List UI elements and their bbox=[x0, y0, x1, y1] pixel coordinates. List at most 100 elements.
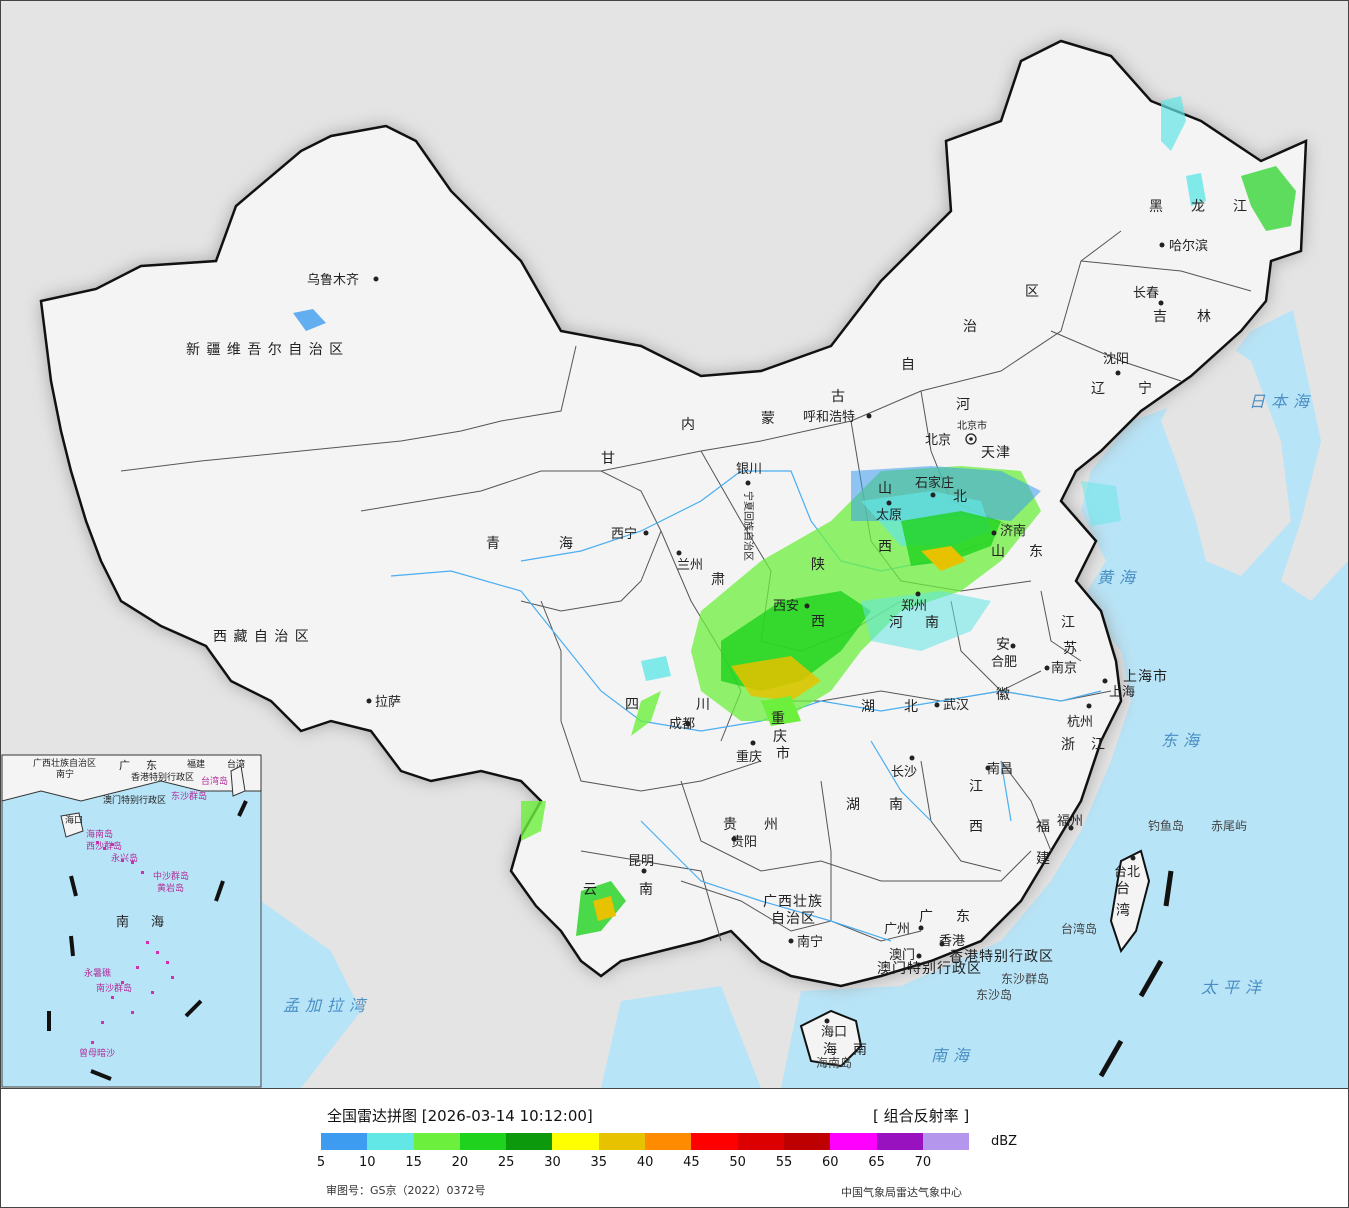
hainan-island bbox=[799, 1009, 863, 1068]
gulf-tonkin bbox=[601, 986, 761, 1088]
south-china-sea-inset bbox=[1, 754, 262, 1088]
label-an: 安 bbox=[996, 637, 1011, 653]
city-taiyuan: 太原 bbox=[876, 508, 902, 523]
color-scale-tick: 65 bbox=[868, 1155, 885, 1170]
inset-taiwan-island: 台湾岛 bbox=[201, 775, 228, 787]
sea-yellow: 黄海 bbox=[1097, 568, 1141, 587]
city-lhasa: 拉萨 bbox=[375, 695, 401, 710]
label-qing: 青 bbox=[486, 536, 501, 552]
inset-nan: 南 bbox=[116, 914, 129, 930]
city-guangzhou: 广州 bbox=[884, 922, 910, 937]
echo-xinjiang bbox=[293, 309, 326, 331]
legend-panel: 全国雷达拼图 [2026-03-14 10:12:00] [ 组合反射率 ] d… bbox=[1, 1088, 1348, 1207]
echo-henan-cyan bbox=[861, 591, 991, 651]
label-hei: 黑 bbox=[1149, 199, 1164, 215]
label-tai: 台 bbox=[1116, 881, 1131, 897]
japan-land bbox=[1281, 241, 1348, 601]
label-nei: 内 bbox=[681, 417, 696, 433]
color-swatch bbox=[552, 1133, 599, 1150]
city-jinan: 济南 bbox=[1000, 523, 1026, 539]
label-hai-hn: 海 bbox=[823, 1042, 838, 1058]
city-changchun: 长春 bbox=[1133, 286, 1159, 301]
label-shi-cq: 市 bbox=[776, 745, 791, 762]
map-approval-number: 审图号：GS京（2022）0372号 bbox=[326, 1184, 486, 1197]
label-tianjin: 天津 bbox=[981, 445, 1011, 461]
echo-shandong-yellow bbox=[921, 546, 966, 571]
label-zi: 自 bbox=[901, 357, 916, 373]
color-swatch bbox=[645, 1133, 692, 1150]
label-chuan: 川 bbox=[696, 697, 711, 713]
inset-labels: 广西壮族自治区 广 东 福建 台湾 南宁 香港特别行政区 澳门特别行政区 台湾岛… bbox=[33, 757, 245, 1059]
label-xinjiang: 新 疆 维 吾 尔 自 治 区 bbox=[186, 342, 344, 358]
city-xining: 西宁 bbox=[611, 526, 637, 542]
city-hohhot: 呼和浩特 bbox=[803, 410, 855, 425]
color-swatch bbox=[506, 1133, 553, 1150]
label-jiang-js: 江 bbox=[1061, 615, 1076, 631]
color-scale-tick: 45 bbox=[683, 1155, 700, 1170]
echo-yunnan-yellow bbox=[593, 896, 616, 921]
label-xizang: 西 藏 自 治 区 bbox=[213, 629, 310, 645]
label-nan-yn: 南 bbox=[639, 882, 654, 898]
inset-xisha: 西沙群岛 bbox=[86, 840, 122, 852]
city-guiyang: 贵阳 bbox=[731, 835, 757, 850]
label-dong-gd: 东 bbox=[956, 909, 971, 925]
label-hai-qh: 海 bbox=[559, 536, 574, 552]
city-shanghai: 上海 bbox=[1109, 685, 1135, 700]
color-swatch bbox=[321, 1133, 368, 1150]
color-swatch bbox=[876, 1133, 923, 1150]
color-scale-ticks: 5 10 15 20 25 30 35 40 45 50 55 60 65 70 bbox=[301, 1155, 1001, 1175]
radar-echoes bbox=[293, 96, 1296, 936]
taiwan-island bbox=[1109, 849, 1151, 954]
city-labels: 乌鲁木齐 拉萨 西宁 兰州 银川 呼和浩特 哈尔滨 长春 沈阳 北京 石家庄 太… bbox=[307, 238, 1208, 1040]
sea-south: 南海 bbox=[931, 1046, 975, 1065]
inset-taiwan: 台湾 bbox=[227, 758, 245, 770]
label-zhi: 治 bbox=[963, 319, 978, 335]
label-nan-hainan: 南 bbox=[853, 1042, 868, 1058]
label-ning-ln: 宁 bbox=[1138, 380, 1153, 397]
label-gu: 古 bbox=[831, 389, 846, 405]
label-hu-hb: 湖 bbox=[861, 699, 876, 715]
label-guang: 广 bbox=[919, 909, 934, 925]
china-landmass bbox=[39, 39, 1308, 988]
label-guangxi-1: 广西壮族 bbox=[763, 894, 823, 910]
color-scale-tick: 5 bbox=[316, 1155, 326, 1170]
city-zhengzhou: 郑州 bbox=[901, 599, 927, 614]
island-labels: 钓鱼岛 赤尾屿 台湾岛 东沙群岛 东沙岛 海南岛 bbox=[816, 818, 1247, 1070]
label-lin: 林 bbox=[1197, 309, 1212, 325]
color-swatch bbox=[737, 1133, 784, 1150]
label-jiang-zj: 江 bbox=[1091, 737, 1106, 753]
china-radar-map: 新 疆 维 吾 尔 自 治 区 西 藏 自 治 区 青 海 甘 肃 内 蒙 古 … bbox=[1, 1, 1348, 1088]
sea-japan: 日本海 bbox=[1249, 392, 1315, 411]
label-jiang-jx: 江 bbox=[969, 779, 984, 795]
inset-hai: 海 bbox=[151, 915, 164, 930]
city-nanchang: 南昌 bbox=[987, 761, 1013, 777]
bay-of-bengal bbox=[261, 901, 361, 1088]
city-nanjing: 南京 bbox=[1051, 660, 1077, 676]
echo-northeast-cyan bbox=[1161, 96, 1186, 151]
city-beijing: 北京 bbox=[925, 433, 951, 448]
color-scale-bar bbox=[321, 1133, 970, 1150]
label-qu: 区 bbox=[1025, 284, 1040, 300]
city-chongqing: 重庆 bbox=[736, 749, 762, 765]
label-liao: 辽 bbox=[1091, 381, 1106, 397]
color-scale-tick: 50 bbox=[729, 1155, 746, 1170]
inset-yongxing: 永兴岛 bbox=[111, 852, 138, 864]
label-meng: 蒙 bbox=[761, 411, 776, 427]
label-he-hb: 河 bbox=[956, 397, 971, 413]
label-guangxi-2: 自治区 bbox=[771, 911, 816, 927]
city-lanzhou: 兰州 bbox=[677, 558, 703, 573]
island-diaoyu: 钓鱼岛 bbox=[1148, 818, 1184, 833]
label-shaan: 陕 bbox=[811, 557, 826, 573]
nine-dash-line bbox=[1098, 870, 1174, 1078]
inset-guang: 广 bbox=[119, 759, 130, 772]
color-scale-tick: 70 bbox=[914, 1155, 932, 1170]
inset-zengmu: 曾母暗沙 bbox=[79, 1047, 115, 1059]
echo-sichuan-cyan bbox=[641, 656, 671, 681]
inset-nansha: 南沙群岛 bbox=[96, 982, 132, 994]
label-zhou: 州 bbox=[764, 817, 779, 833]
city-chengdu: 成都 bbox=[669, 717, 695, 732]
label-shan-sd: 山 bbox=[991, 544, 1006, 560]
data-credit: 中国气象局雷达气象中心 bbox=[841, 1186, 962, 1199]
label-long: 龙 bbox=[1191, 199, 1206, 215]
label-bei-hub: 北 bbox=[904, 699, 919, 715]
